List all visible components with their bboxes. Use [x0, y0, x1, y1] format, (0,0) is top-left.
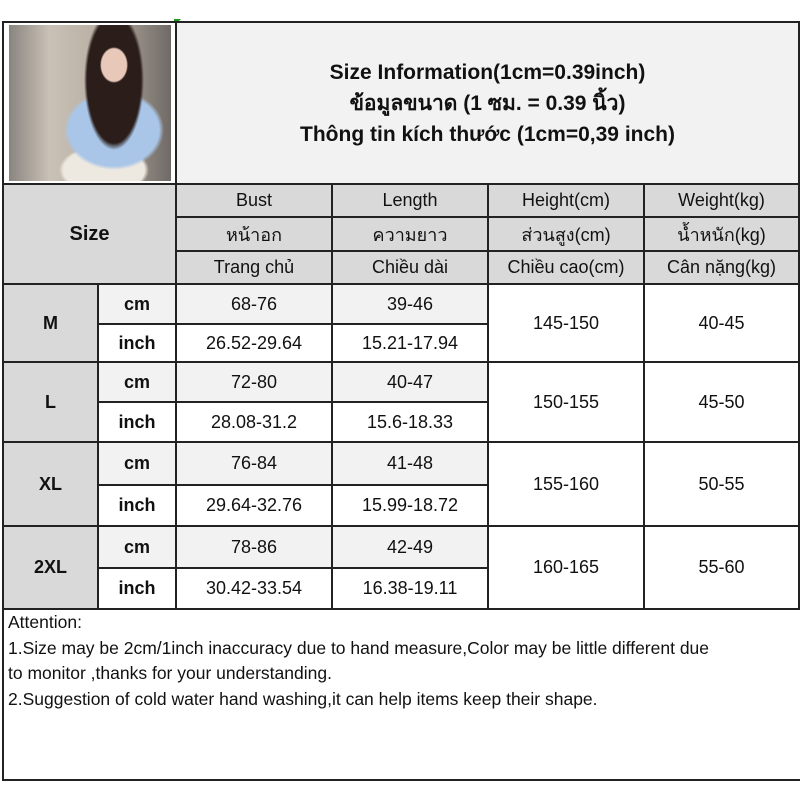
size-label: 2XL	[2, 525, 99, 610]
header-length-en: Length	[331, 183, 489, 218]
header-bust-th: หน้าอก	[175, 216, 333, 252]
chart-title: Size Information(1cm=0.39inch) ข้อมูลขนา…	[174, 21, 800, 185]
table-row: inch 28.08-31.2 15.6-18.33	[3, 401, 799, 443]
product-photo	[8, 25, 171, 181]
title-th: ข้อมูลขนาด (1 ซม. = 0.39 นิ้ว)	[349, 91, 626, 115]
unit-inch: inch	[97, 484, 177, 527]
table-row: XL cm 76-84 41-48 155-160 50-55	[2, 441, 800, 527]
weight-value: 45-50	[642, 361, 800, 443]
header-height-en: Height(cm)	[487, 183, 645, 218]
size-label: L	[2, 361, 99, 443]
height-value: 145-150	[487, 283, 645, 363]
length-inch: 15.6-18.33	[331, 401, 489, 443]
weight-value: 55-60	[642, 525, 800, 610]
attention-line: to monitor ,thanks for your understandin…	[8, 663, 332, 683]
title-en: Size Information(1cm=0.39inch)	[329, 60, 646, 84]
table-row: L cm 72-80 40-47 150-155 45-50	[2, 361, 800, 443]
weight-value: 40-45	[642, 283, 800, 363]
unit-inch: inch	[97, 323, 177, 363]
attention-line: 1.Size may be 2cm/1inch inaccuracy due t…	[8, 637, 710, 658]
table-row: inch 30.42-33.54 16.38-19.11	[3, 567, 799, 610]
unit-inch: inch	[97, 567, 177, 610]
length-inch: 15.99-18.72	[331, 484, 489, 527]
length-inch: 15.21-17.94	[331, 323, 489, 363]
bust-cm: 68-76	[175, 283, 333, 325]
header-weight-vi: Cân nặng(kg)	[642, 250, 800, 285]
weight-value: 50-55	[642, 441, 800, 527]
size-label: M	[2, 283, 99, 363]
height-value: 160-165	[487, 525, 645, 610]
height-value: 150-155	[487, 361, 645, 443]
size-label: XL	[2, 441, 99, 527]
table-row: inch 26.52-29.64 15.21-17.94	[3, 323, 799, 363]
size-chart-table: Size Information(1cm=0.39inch) ข้อมูลขนา…	[2, 21, 800, 610]
bust-cm: 78-86	[175, 525, 333, 569]
size-header: Size	[2, 183, 177, 285]
table-row: M cm 68-76 39-46 145-150 40-45	[2, 283, 800, 363]
bust-inch: 28.08-31.2	[175, 401, 333, 443]
table-row: inch 29.64-32.76 15.99-18.72	[3, 484, 799, 527]
length-cm: 39-46	[331, 283, 489, 325]
bust-inch: 26.52-29.64	[175, 323, 333, 363]
attention-line: 2.Suggestion of cold water hand washing,…	[8, 688, 598, 709]
header-bust-en: Bust	[175, 183, 333, 218]
length-inch: 16.38-19.11	[331, 567, 489, 610]
header-weight-th: น้ำหนัก(kg)	[642, 216, 800, 252]
bust-inch: 29.64-32.76	[175, 484, 333, 527]
header-length-vi: Chiều dài	[331, 250, 489, 285]
attention-heading: Attention:	[8, 612, 82, 632]
attention-notes: Attention: 1.Size may be 2cm/1inch inacc…	[2, 607, 800, 781]
header-bust-vi: Trang chủ	[175, 250, 333, 285]
header-weight-en: Weight(kg)	[642, 183, 800, 218]
header-height-th: ส่วนสูง(cm)	[487, 216, 645, 252]
unit-cm: cm	[97, 361, 177, 403]
unit-cm: cm	[97, 441, 177, 486]
length-cm: 42-49	[331, 525, 489, 569]
height-value: 155-160	[487, 441, 645, 527]
header-height-vi: Chiều cao(cm)	[487, 250, 645, 285]
length-cm: 41-48	[331, 441, 489, 486]
bust-cm: 72-80	[175, 361, 333, 403]
length-cm: 40-47	[331, 361, 489, 403]
title-vi: Thông tin kích thước (1cm=0,39 inch)	[300, 122, 675, 146]
unit-inch: inch	[97, 401, 177, 443]
bust-inch: 30.42-33.54	[175, 567, 333, 610]
unit-cm: cm	[97, 525, 177, 569]
header-length-th: ความยาว	[331, 216, 489, 252]
bust-cm: 76-84	[175, 441, 333, 486]
table-row: 2XL cm 78-86 42-49 160-165 55-60	[2, 525, 800, 610]
unit-cm: cm	[97, 283, 177, 325]
product-photo-cell	[2, 21, 177, 185]
